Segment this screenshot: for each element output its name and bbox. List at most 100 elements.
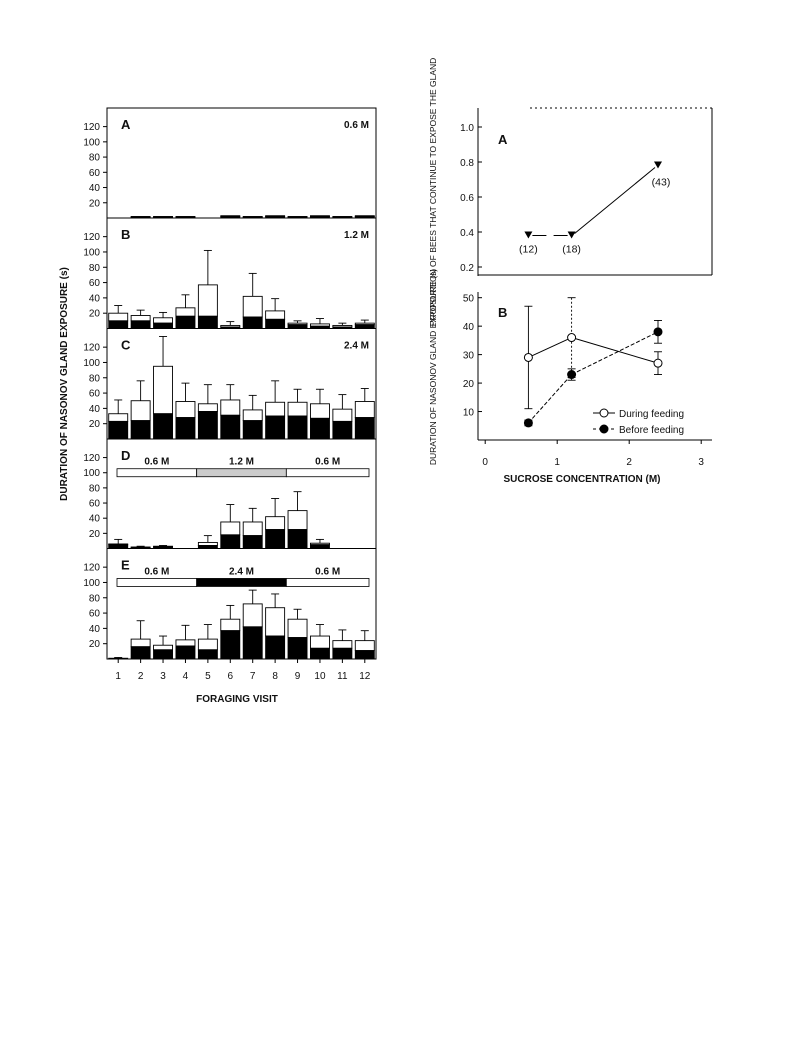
panel-label: D: [121, 448, 130, 463]
bar-during: [265, 401, 286, 417]
data-point: [523, 418, 533, 428]
bar-before: [287, 529, 308, 549]
bar-before: [197, 410, 218, 440]
y-tick-label: 80: [89, 593, 101, 604]
duration-chart-marks: [523, 297, 663, 428]
bar-during: [265, 516, 286, 531]
proportion-chart-y-axis-label: PROPORTION OF BEES THAT CONTINUE TO EXPO…: [428, 58, 438, 327]
bar-before: [153, 413, 173, 440]
bar-before: [242, 420, 263, 440]
y-tick-label: 120: [83, 232, 100, 243]
y-tick-label: 100: [83, 468, 100, 479]
left-y-axis-label: DURATION OF NASONOV GLAND EXPOSURE (s): [59, 267, 70, 501]
bar-before: [153, 649, 173, 660]
bar-before: [153, 322, 173, 329]
bar-during: [175, 401, 196, 419]
bar-before: [287, 637, 308, 660]
bar-during: [242, 521, 263, 537]
bar-during: [287, 618, 308, 639]
bar-during: [130, 638, 151, 648]
bar-during: [175, 307, 196, 317]
concentration-segment: [196, 468, 287, 478]
y-tick-label: 20: [89, 309, 101, 320]
y-tick-label: 80: [89, 373, 101, 384]
y-tick-label: 100: [83, 247, 100, 258]
panel-b: 20 40 60 80 100 120 B 1.2 M: [83, 217, 376, 329]
x-tick-label: 3: [698, 457, 704, 468]
bar-before: [175, 417, 196, 440]
bar-before: [197, 315, 218, 329]
x-tick-label: 11: [337, 671, 348, 682]
bar-during: [108, 312, 129, 322]
bar-during: [153, 644, 173, 651]
segment-label: 0.6 M: [144, 566, 169, 577]
bar-during: [332, 640, 353, 649]
x-tick-label: 12: [359, 671, 371, 682]
y-tick-label: 50: [463, 294, 475, 305]
bar-before: [175, 645, 196, 660]
proportion-chart: A 0.2 0.4 0.6 0.8 1.0 (12) (18) (43) PROPORTIO…: [428, 58, 713, 327]
bar-during: [242, 409, 263, 422]
duration-chart-legend: During feeding Before feeding: [593, 408, 684, 436]
y-tick-label: 40: [89, 514, 101, 525]
y-tick-label: 0.6: [460, 193, 474, 204]
bar-during: [197, 541, 218, 546]
bar-before: [332, 420, 353, 440]
sample-size-label: (12): [519, 244, 538, 256]
y-tick-label: 1.0: [460, 123, 474, 134]
bar-before: [310, 417, 330, 440]
y-tick-label: 120: [83, 563, 100, 574]
bar-before: [287, 415, 308, 440]
y-tick-label: 60: [89, 278, 101, 289]
bar-during: [310, 403, 330, 419]
y-tick-label: 20: [463, 379, 475, 390]
y-tick-label: 80: [89, 483, 101, 494]
data-point: [653, 327, 663, 337]
bar-during: [175, 639, 196, 647]
bar-during: [332, 408, 353, 422]
x-tick-label: 3: [160, 671, 166, 682]
panel-a: 20 40 60 80 100 120 A 0.6 M: [83, 117, 375, 219]
data-point: [653, 358, 663, 368]
y-tick-label: 10: [463, 408, 475, 419]
bar-before: [310, 544, 330, 549]
data-point: [567, 231, 576, 239]
y-tick-label: 30: [463, 351, 475, 362]
left-figure-frame: [106, 107, 377, 660]
y-tick-label: 100: [83, 358, 100, 369]
y-tick-label: 120: [83, 343, 100, 354]
concentration-segment: [116, 578, 198, 587]
bar-before: [354, 417, 375, 440]
bar-during: [130, 315, 151, 322]
bar-during: [287, 401, 308, 417]
x-tick-label: 5: [205, 671, 211, 682]
x-tick-label: 2: [138, 671, 144, 682]
panel-label: B: [121, 227, 130, 242]
proportion-chart-panel-label: A: [498, 132, 508, 147]
proportion-chart-marks: (12) (18) (43): [519, 161, 670, 256]
bar-before: [265, 635, 286, 660]
concentration-segment: [285, 468, 370, 478]
bar-during: [265, 310, 286, 320]
bar-before: [332, 647, 353, 660]
concentration-label: 0.6 M: [344, 120, 369, 131]
bar-before: [130, 420, 151, 440]
y-tick-label: 100: [83, 578, 100, 589]
panel-label: A: [121, 117, 131, 132]
series-line: [571, 331, 659, 375]
bar-during: [354, 401, 375, 419]
bar-during: [153, 365, 173, 415]
bar-before: [130, 646, 151, 660]
bar-during: [220, 399, 241, 416]
segment-label: 0.6 M: [315, 457, 340, 468]
bar-before: [265, 415, 286, 440]
x-tick-label: 6: [228, 671, 234, 682]
bar-before: [130, 320, 151, 329]
bar-during: [220, 521, 241, 536]
duration-chart-y-axis-label: DURATION OF NASONOV GLAND EXPOSURE (s): [428, 269, 438, 465]
bar-before: [265, 529, 286, 549]
y-tick-label: 40: [89, 624, 101, 635]
data-point: [524, 231, 533, 239]
concentration-segment: [196, 578, 287, 587]
